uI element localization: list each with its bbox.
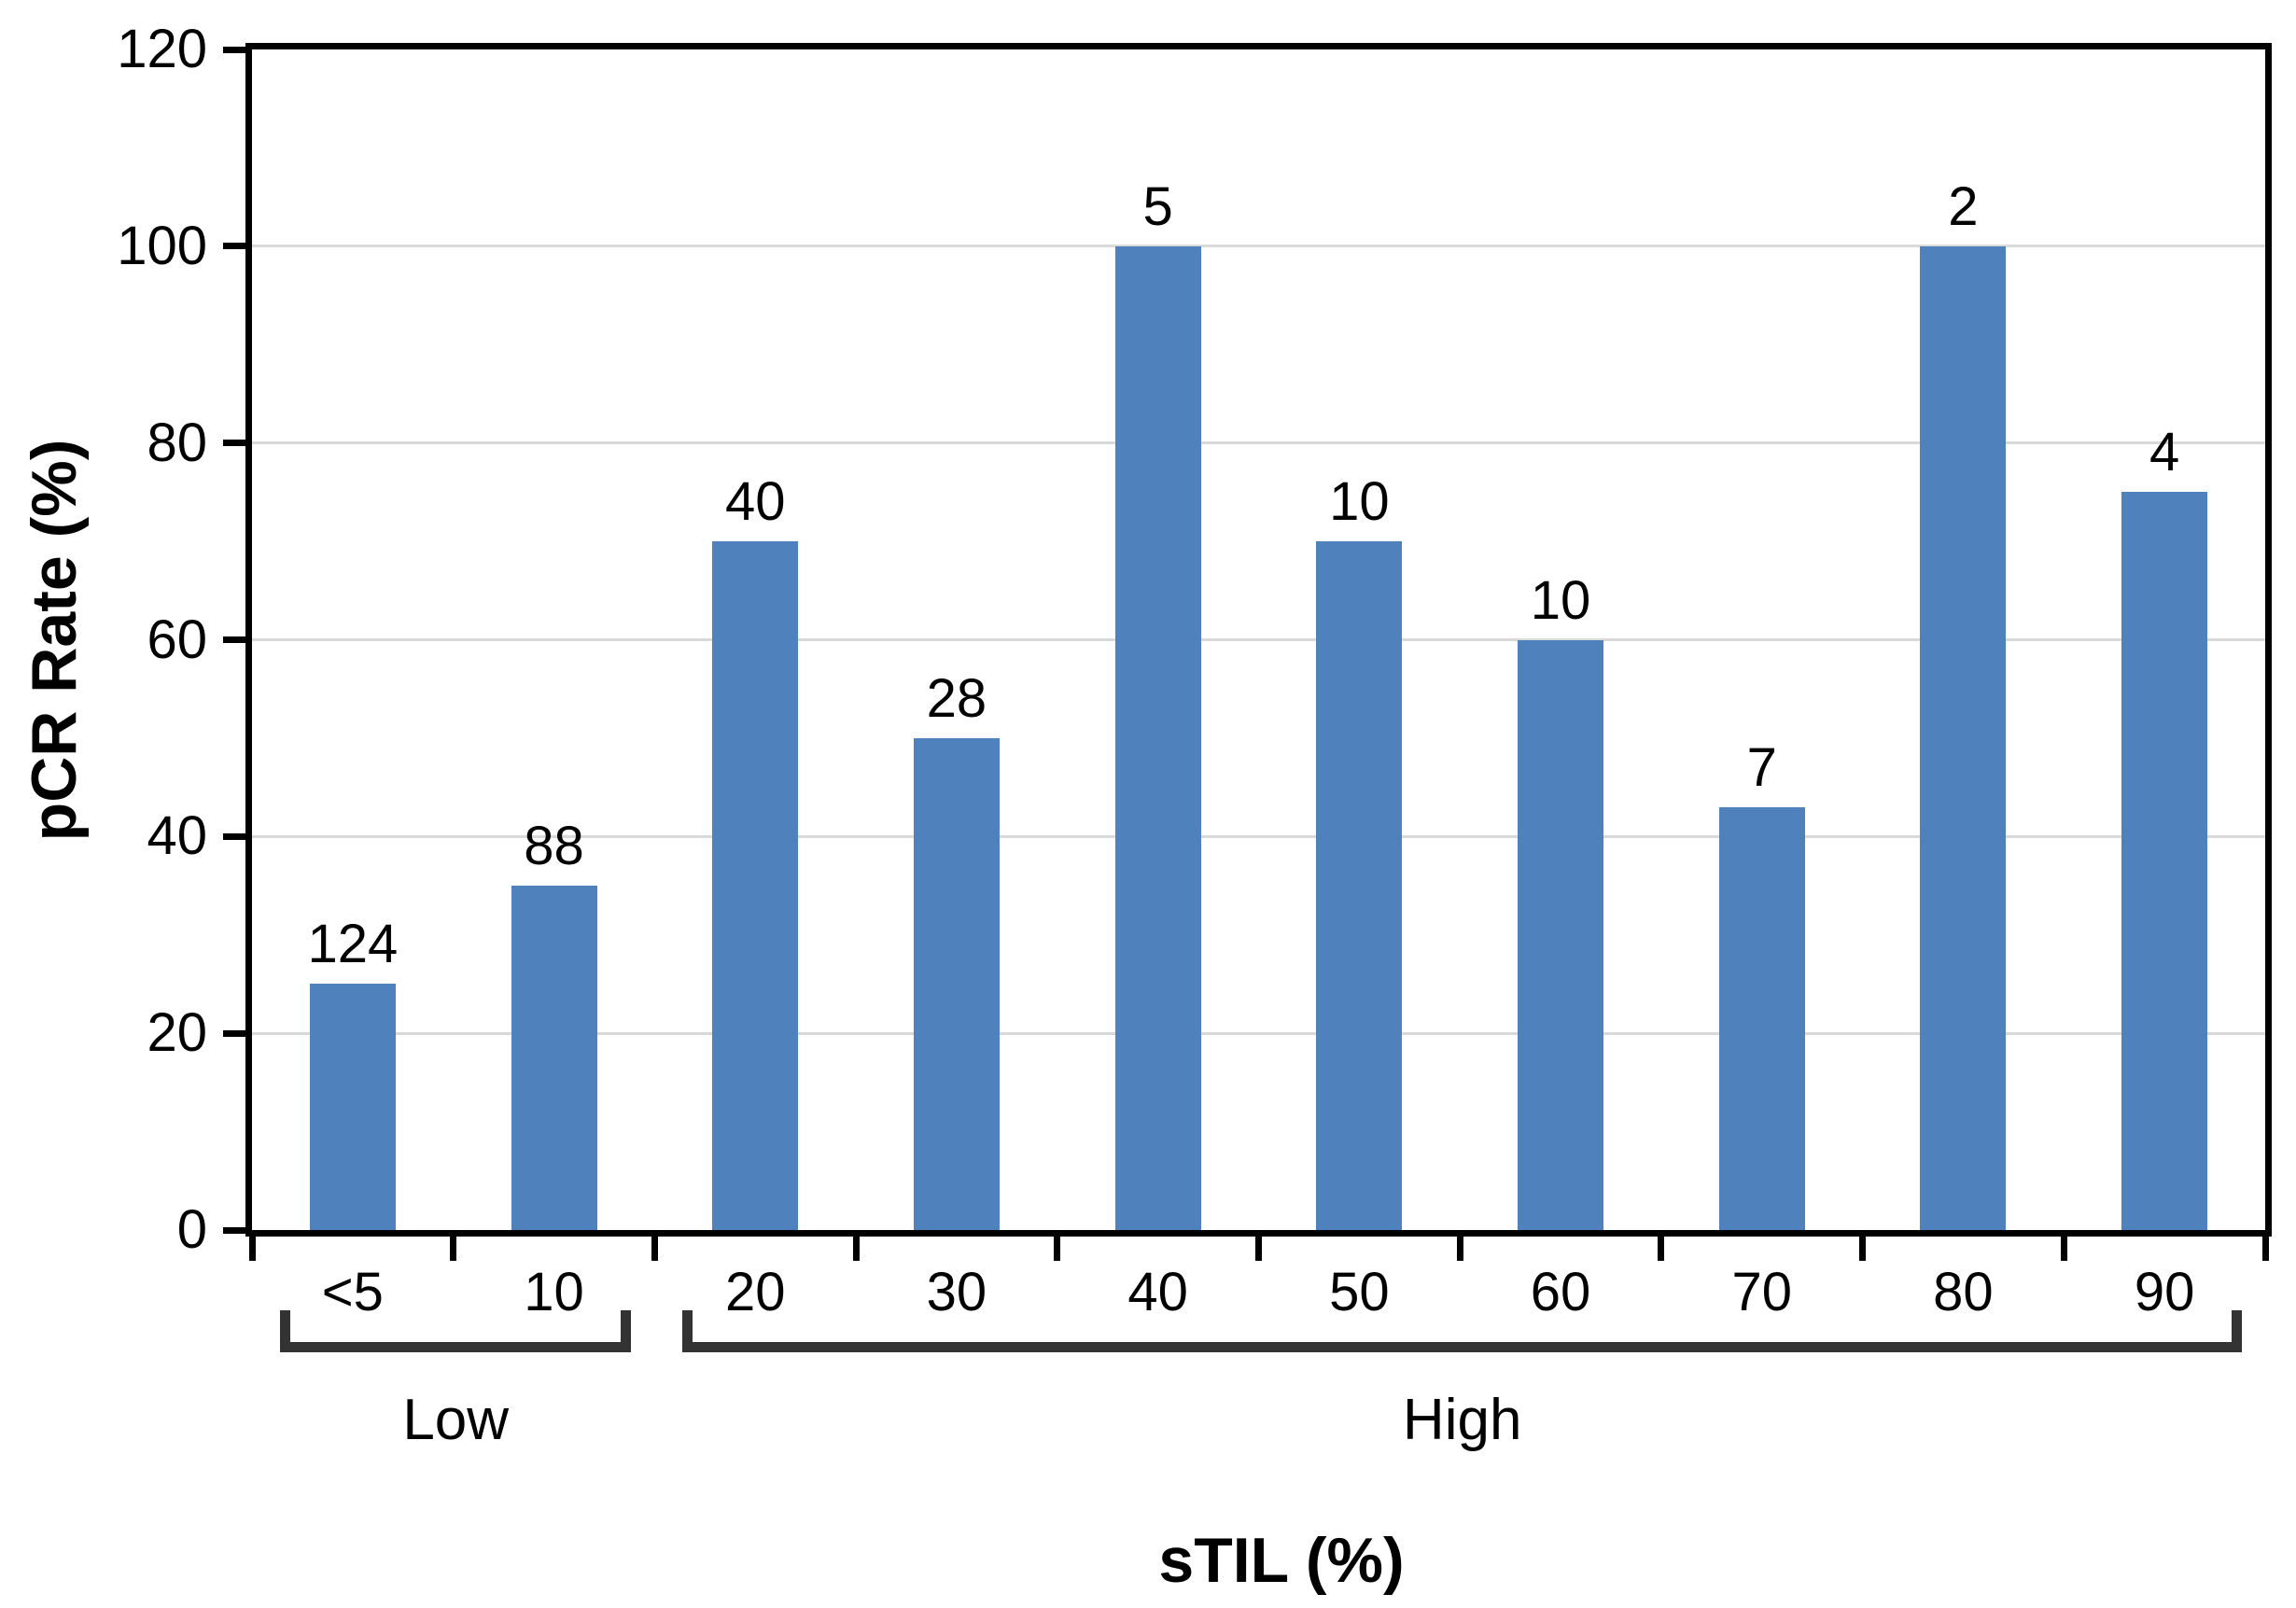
y-tick-120 [223, 46, 245, 53]
x-tick-label-60: 60 [1530, 1262, 1591, 1322]
y-tick-60 [223, 636, 245, 643]
y-tick-label-60: 60 [147, 608, 207, 670]
y-tick-0 [223, 1226, 245, 1234]
bar-value-label-30: 28 [926, 667, 987, 729]
plot-border-right [2265, 43, 2272, 1237]
x-tick-label-70: 70 [1731, 1262, 1792, 1322]
bar-value-label-10: 88 [524, 816, 584, 877]
y-tick-label-40: 40 [147, 805, 207, 867]
gridline-80 [252, 441, 2265, 445]
x-tick-8 [1859, 1230, 1867, 1261]
y-tick-20 [223, 1029, 245, 1037]
x-tick-10 [2261, 1230, 2269, 1261]
gridline-20 [252, 1031, 2265, 1035]
bar-value-label-60: 10 [1530, 569, 1591, 631]
bracket-line-Low [280, 1342, 632, 1352]
y-tick-label-20: 20 [147, 1002, 207, 1064]
bar-<5 [309, 984, 396, 1230]
x-tick-label-20: 20 [724, 1262, 786, 1322]
x-axis-title: sTIL (%) [1158, 1525, 1405, 1596]
gridline-60 [252, 638, 2265, 641]
bar-80 [1920, 245, 2007, 1230]
gridline-40 [252, 834, 2265, 838]
x-tick-label-30: 30 [926, 1262, 987, 1322]
bracket-end-left-High [682, 1310, 693, 1352]
y-tick-label-120: 120 [117, 19, 207, 79]
x-tick-6 [1456, 1230, 1463, 1261]
bracket-line-High [682, 1342, 2242, 1352]
bar-70 [1718, 806, 1805, 1230]
bar-value-label-80: 2 [1948, 175, 1979, 237]
bar-20 [712, 541, 799, 1230]
y-tick-80 [223, 440, 245, 447]
y-tick-40 [223, 832, 245, 840]
x-tick-7 [1658, 1230, 1665, 1261]
gridline-100 [252, 245, 2265, 248]
bar-40 [1114, 245, 1201, 1230]
bar-60 [1518, 639, 1604, 1230]
bar-30 [913, 737, 1000, 1230]
x-tick-label-10: 10 [524, 1262, 584, 1322]
bar-value-label-70: 7 [1746, 736, 1777, 798]
bracket-end-left-Low [280, 1310, 290, 1352]
bar-value-label-90: 4 [2149, 422, 2180, 483]
bar-50 [1316, 541, 1403, 1230]
plot-border-left [245, 43, 252, 1237]
x-tick-9 [2060, 1230, 2067, 1261]
bar-value-label-50: 10 [1329, 471, 1390, 533]
y-tick-label-100: 100 [117, 215, 207, 276]
y-tick-label-0: 0 [176, 1199, 207, 1260]
group-label-Low: Low [402, 1388, 510, 1452]
bar-value-label-40: 5 [1142, 175, 1173, 237]
x-tick-2 [651, 1230, 658, 1261]
bracket-end-right-Low [621, 1310, 632, 1352]
y-tick-label-80: 80 [147, 412, 207, 473]
x-tick-label-<5: <5 [321, 1262, 384, 1322]
bar-10 [511, 886, 597, 1230]
group-label-High: High [1402, 1388, 1522, 1452]
plot-border-top [245, 43, 2272, 49]
x-tick-4 [1054, 1230, 1061, 1261]
x-tick-1 [450, 1230, 457, 1261]
x-tick-5 [1255, 1230, 1262, 1261]
x-tick-3 [852, 1230, 860, 1261]
x-tick-label-80: 80 [1933, 1262, 1994, 1322]
x-tick-label-90: 90 [2134, 1262, 2195, 1322]
bar-value-label-20: 40 [724, 471, 786, 533]
x-tick-0 [248, 1230, 256, 1261]
bar-value-label-<5: 124 [307, 914, 399, 975]
bracket-end-right-High [2232, 1310, 2242, 1352]
bar-90 [2121, 492, 2208, 1230]
x-tick-label-50: 50 [1329, 1262, 1390, 1322]
x-tick-label-40: 40 [1127, 1262, 1188, 1322]
y-tick-100 [223, 243, 245, 250]
